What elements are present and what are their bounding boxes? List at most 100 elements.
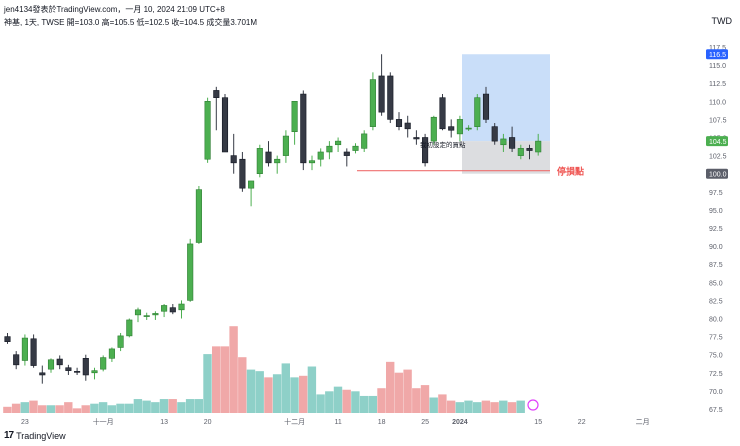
price-tick-label: 112.5 (709, 81, 726, 88)
symbol-legend: 神基, 1天, TWSE 開=103.0 高=105.5 低=102.5 收=1… (4, 18, 258, 27)
candle-body (100, 357, 107, 370)
candle-body (82, 358, 89, 376)
candle-body (439, 97, 446, 130)
volume-bar (351, 391, 360, 413)
candle-body (195, 189, 202, 243)
volume-bar (420, 385, 430, 413)
time-tick-label: 20 (204, 419, 212, 426)
price-tick-label: 80.0 (709, 317, 723, 324)
volume-bar (246, 369, 256, 413)
candle-body (56, 358, 63, 366)
time-tick-label: 18 (378, 419, 386, 426)
candle-body (204, 101, 211, 160)
time-tick-label: 22 (578, 419, 586, 426)
candle-body (456, 119, 463, 135)
annotations: 停損點 我初設定的買點 (357, 140, 584, 177)
buy-point-label: 我初設定的買點 (420, 140, 466, 149)
candle-body (221, 97, 229, 153)
volume-bar (116, 403, 125, 413)
candle-body (326, 145, 333, 153)
time-tick-label: 十一月 (93, 417, 114, 426)
candle-body (517, 148, 524, 156)
time-tick-label: 23 (21, 419, 29, 426)
volume-bar (377, 388, 386, 413)
candle-body (65, 367, 72, 371)
volume-bar (368, 395, 377, 413)
price-tick-label: 82.5 (709, 298, 723, 305)
time-tick-label: 十二月 (284, 417, 305, 426)
volume-bar (125, 403, 134, 413)
candle-body (378, 75, 385, 113)
candle-body (491, 126, 498, 142)
stop-price-badge-bg (706, 168, 728, 179)
volume-bar (290, 377, 299, 413)
candle-body (535, 140, 542, 153)
time-tick-label: 13 (160, 419, 168, 426)
candle-body (509, 137, 516, 149)
volume-bar (359, 395, 369, 413)
volume-bar (151, 402, 160, 413)
price-tick-label: 67.5 (709, 407, 723, 414)
candle-body (526, 148, 533, 151)
target-price-badge: 116.5 (709, 52, 726, 59)
volume-bar (255, 371, 264, 413)
price-tick-label: 92.5 (709, 226, 723, 233)
candle-body (404, 122, 411, 130)
candle-body (395, 119, 403, 127)
volume-bar (212, 346, 221, 413)
price-tick-label: 110.0 (709, 99, 726, 106)
candle-body (474, 97, 481, 127)
candle-body (4, 336, 11, 342)
price-tick-label: 72.5 (709, 371, 723, 378)
candle-body (369, 79, 376, 127)
stop-price-badge: 100.0 (709, 172, 727, 179)
candle-body (343, 151, 350, 156)
volume-bar (133, 399, 143, 413)
volume-bar (168, 399, 177, 413)
volume-bar (499, 400, 508, 413)
footer-brand[interactable]: 17 TradingView (4, 430, 66, 441)
candle-body (282, 135, 289, 156)
volume-bar (386, 361, 395, 413)
candle-body (178, 303, 185, 311)
candle-body (117, 335, 124, 348)
candle-body (213, 90, 220, 98)
stop-loss-label: 停損點 (557, 166, 584, 177)
time-tick-label: 11 (334, 419, 341, 426)
candle-body (47, 359, 55, 370)
price-tick-label: 117.5 (709, 45, 726, 52)
volume-bar (455, 402, 464, 413)
volume-bar (20, 402, 29, 413)
candle-body (169, 307, 176, 313)
volume-bar (299, 375, 308, 413)
volume-bar (72, 408, 82, 413)
candle-body (13, 354, 20, 366)
price-tick-label: 75.0 (709, 353, 723, 360)
candle-body (108, 348, 115, 359)
candle-body (482, 93, 490, 120)
candle-body (352, 145, 359, 151)
price-tick-label: 115.0 (709, 63, 726, 70)
volume-bar (464, 400, 473, 413)
candle-body (308, 160, 316, 164)
volume-bar (90, 403, 99, 413)
volume-bar (316, 394, 325, 413)
time-tick-label: 二月 (636, 418, 650, 426)
volume-bar (473, 402, 482, 413)
volume-bar (64, 402, 73, 413)
volume-bar (307, 366, 317, 413)
candle-body (265, 151, 272, 164)
volume-bar (38, 405, 47, 413)
volume-bar (194, 399, 203, 413)
volume-bar (29, 400, 38, 413)
price-tick-label: 97.5 (709, 190, 723, 197)
candle-body (239, 158, 246, 189)
candle-body (39, 372, 46, 376)
candle-body (21, 337, 28, 361)
candle-body (291, 101, 298, 133)
volume-bar (507, 402, 517, 413)
volume-bar (438, 394, 447, 413)
time-tick-label: 2024 (452, 419, 468, 426)
candle-body (500, 138, 507, 146)
